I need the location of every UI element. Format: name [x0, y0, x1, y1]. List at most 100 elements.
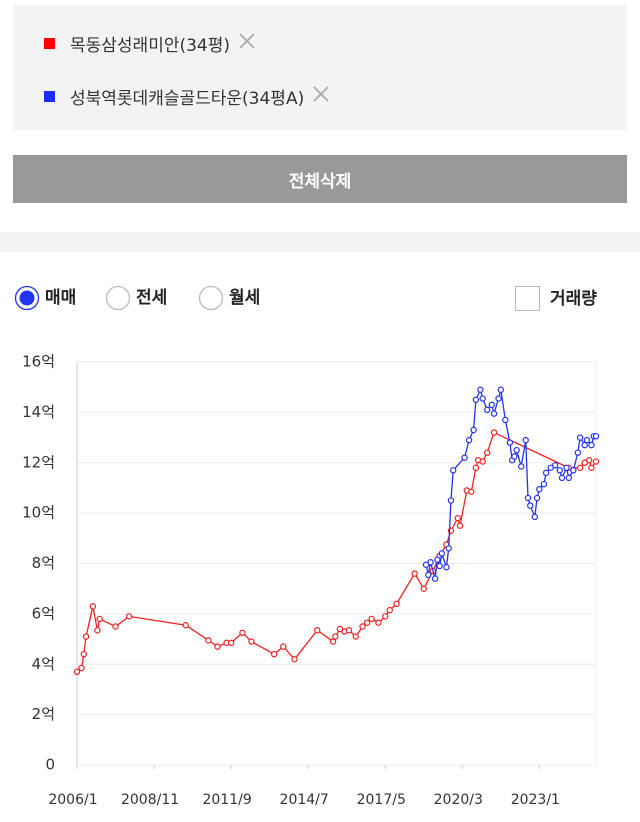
point — [552, 462, 559, 469]
point — [411, 570, 418, 577]
point — [465, 436, 473, 444]
point — [490, 410, 498, 417]
point — [472, 396, 480, 403]
point — [270, 650, 278, 658]
point — [495, 395, 502, 402]
x-tick-label: 2011/9 — [202, 792, 251, 808]
x-icon[interactable] — [238, 32, 256, 50]
point — [533, 494, 541, 502]
radio[interactable] — [198, 285, 224, 311]
point — [558, 474, 566, 482]
x-tick-label: 2023/1 — [511, 792, 560, 808]
y-tick-label: 10억 — [22, 504, 55, 522]
filter-item: 목동삼성래미안(34평) — [44, 31, 256, 56]
point — [524, 494, 532, 502]
point — [393, 600, 400, 608]
point — [445, 545, 452, 552]
radio-label: 매매 — [45, 288, 76, 308]
separator — [0, 232, 640, 252]
point — [488, 401, 495, 409]
filter-name: 성북역롯데캐슬골드타운(34평A) — [70, 88, 305, 109]
remove-icon[interactable] — [312, 85, 330, 108]
y-tick-label: 8억 — [32, 554, 55, 572]
point — [513, 446, 520, 454]
point — [490, 429, 498, 436]
point — [89, 603, 97, 610]
point — [574, 449, 582, 456]
color-square — [44, 90, 55, 102]
point — [586, 457, 593, 464]
point — [588, 464, 595, 471]
point — [443, 564, 450, 571]
point — [527, 502, 534, 509]
remove-icon[interactable] — [238, 32, 256, 55]
point — [531, 513, 539, 521]
point — [477, 386, 484, 393]
radio[interactable] — [105, 285, 131, 311]
point — [450, 467, 457, 474]
point — [427, 559, 434, 566]
y-tick-label: 6억 — [32, 604, 55, 622]
point — [82, 633, 90, 640]
x-icon[interactable] — [312, 85, 330, 103]
point — [588, 441, 595, 449]
y-tick-label: 12억 — [22, 453, 55, 471]
y-tick-label: 2억 — [32, 705, 55, 723]
point — [368, 615, 375, 623]
point — [522, 436, 529, 444]
clear-button[interactable]: 전체삭제 — [13, 155, 627, 203]
point — [420, 585, 427, 592]
checkbox[interactable] — [515, 286, 540, 311]
point — [359, 623, 366, 630]
point — [484, 449, 491, 456]
point — [565, 474, 573, 482]
point — [542, 469, 550, 477]
point — [581, 441, 588, 449]
point — [576, 464, 584, 471]
point — [425, 571, 432, 579]
point — [78, 664, 85, 672]
point — [386, 606, 393, 614]
radio-dot — [19, 290, 35, 306]
point — [73, 668, 81, 676]
point — [484, 406, 491, 414]
point — [214, 643, 221, 650]
radio-label: 월세 — [229, 288, 260, 308]
point — [125, 613, 133, 620]
filter-name: 목동삼성래미안(34평) — [70, 35, 231, 56]
point — [280, 643, 287, 650]
point — [182, 622, 189, 629]
y-tick-label: 4억 — [32, 655, 55, 673]
point — [363, 619, 371, 626]
filter-item: 성북역롯데캐슬골드타운(34평A) — [44, 84, 330, 109]
filter-box: 목동삼성래미안(34평) 성북역롯데캐슬골드타운(34평A) — [13, 5, 627, 130]
point — [583, 436, 591, 444]
point — [506, 439, 514, 446]
point — [352, 633, 359, 640]
radio-label: 전세 — [136, 288, 167, 308]
point — [96, 615, 103, 623]
point — [227, 639, 235, 647]
point — [112, 623, 119, 630]
point — [570, 467, 577, 474]
y-tick-label: 0 — [45, 756, 55, 774]
point — [291, 656, 298, 663]
point — [456, 522, 464, 529]
point — [479, 458, 486, 465]
point — [468, 488, 475, 495]
point — [436, 562, 443, 570]
point — [461, 454, 468, 461]
point — [329, 638, 337, 645]
x-tick-label: 2006/1 — [48, 792, 97, 808]
point — [80, 650, 87, 658]
point — [345, 627, 353, 634]
point — [502, 416, 509, 424]
point — [518, 463, 525, 470]
point — [314, 627, 321, 634]
point — [438, 550, 446, 557]
x-tick-label: 2020/3 — [434, 792, 483, 808]
point — [576, 434, 584, 441]
checkbox-label: 거래량 — [550, 289, 597, 309]
point — [540, 480, 548, 488]
point — [472, 464, 480, 471]
